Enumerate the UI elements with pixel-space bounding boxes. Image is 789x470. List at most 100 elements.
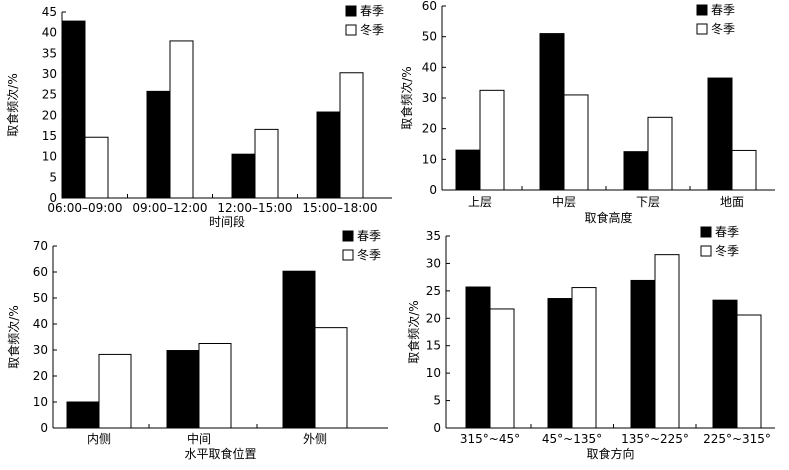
- bar-winter: [489, 308, 515, 429]
- x-axis-label: 水平取食位置: [184, 446, 256, 461]
- y-tick-label: 40: [422, 60, 437, 74]
- bar-winter: [731, 149, 757, 191]
- y-tick-label: 50: [33, 291, 48, 305]
- bar-winter: [654, 254, 680, 429]
- x-axis-label: 取食方向: [586, 446, 634, 461]
- y-tick-label: 30: [422, 91, 437, 105]
- bar-spring: [316, 111, 341, 199]
- y-tick-label: 20: [33, 369, 48, 383]
- x-axis-label: 取食高度: [584, 210, 632, 225]
- y-tick-label: 60: [33, 265, 48, 279]
- bar-winter: [571, 287, 597, 429]
- bar-spring: [66, 401, 100, 429]
- x-axis-label: 时间段: [209, 214, 245, 229]
- x-tick-label: 上层: [468, 195, 492, 209]
- x-tick-label: 45°~135°: [542, 432, 602, 446]
- y-axis-label: 取食频次/%: [5, 73, 20, 136]
- bar-winter: [736, 314, 762, 429]
- bar-winter: [479, 89, 505, 191]
- x-tick-label: 315°~45°: [460, 432, 520, 446]
- bar-winter: [339, 72, 364, 199]
- y-axis-label: 取食频次/%: [406, 300, 421, 363]
- bar-winter: [98, 353, 132, 429]
- y-tick-label: 15: [426, 339, 441, 353]
- y-tick-label: 20: [42, 108, 57, 122]
- x-tick-label: 12:00–15:00: [217, 201, 292, 215]
- legend-swatch-winter: [696, 23, 708, 35]
- y-tick-label: 45: [42, 5, 57, 19]
- legend-label: 冬季: [360, 22, 384, 37]
- y-tick-label: 25: [42, 88, 57, 102]
- y-tick-label: 0: [433, 421, 441, 435]
- bar-spring: [707, 77, 733, 191]
- chart-panel-4: 0 5 10 15 20 25 30 35 315°~45° 45°~135° 135°~225° 2…: [406, 225, 775, 461]
- legend-label: 春季: [360, 4, 384, 18]
- legend-swatch-spring: [345, 5, 357, 17]
- bar-spring: [146, 90, 171, 199]
- legend-label: 春季: [357, 229, 381, 243]
- y-tick-label: 10: [426, 366, 441, 380]
- bar-winter: [563, 94, 589, 191]
- y-axis-label: 取食频次/%: [399, 66, 414, 129]
- x-tick-label: 09:00–12:00: [132, 201, 207, 215]
- bar-winter: [84, 136, 109, 199]
- chart-panel-1: 0 5 10 15 20 25 30 35 40 45 06:00–09:00 09:00–12:00…: [5, 4, 392, 229]
- legend-label: 春季: [715, 225, 739, 239]
- legend-swatch-spring: [700, 226, 712, 238]
- bar-spring: [547, 298, 573, 429]
- legend-label: 冬季: [711, 21, 735, 36]
- y-tick-label: 0: [49, 191, 57, 205]
- bar-winter: [169, 40, 194, 199]
- legend-label: 冬季: [357, 247, 381, 262]
- legend-swatch-spring: [696, 4, 708, 16]
- y-tick-label: 0: [40, 421, 48, 435]
- y-tick-label: 5: [49, 170, 57, 184]
- y-tick-label: 20: [426, 311, 441, 325]
- x-tick-label: 外侧: [303, 432, 327, 446]
- y-tick-label: 25: [426, 284, 441, 298]
- x-tick-label: 内侧: [87, 432, 111, 446]
- bar-spring: [455, 149, 481, 191]
- bar-winter: [254, 128, 279, 199]
- x-tick-label: 中层: [552, 194, 576, 209]
- y-tick-label: 10: [33, 395, 48, 409]
- x-tick-label: 地面: [720, 195, 744, 209]
- y-tick-label: 35: [42, 46, 57, 60]
- y-tick-label: 40: [42, 26, 57, 40]
- legend-swatch-winter: [700, 245, 712, 257]
- y-axis-label: 取食频次/%: [6, 305, 21, 368]
- y-tick-label: 60: [422, 0, 437, 13]
- bar-spring: [166, 350, 200, 429]
- legend-swatch-winter: [342, 249, 354, 261]
- y-tick-label: 50: [422, 30, 437, 44]
- bar-winter: [647, 116, 673, 191]
- y-tick-label: 0: [429, 183, 437, 197]
- y-tick-label: 30: [33, 343, 48, 357]
- x-tick-label: 06:00–09:00: [47, 201, 122, 215]
- y-tick-label: 70: [33, 239, 48, 253]
- legend-swatch-spring: [342, 230, 354, 242]
- x-tick-label: 225°~315°: [703, 432, 771, 446]
- bar-spring: [61, 20, 86, 199]
- bar-spring: [465, 286, 491, 429]
- x-tick-label: 下层: [636, 195, 660, 209]
- bar-spring: [539, 33, 565, 191]
- y-tick-label: 30: [42, 67, 57, 81]
- bar-spring: [712, 299, 738, 429]
- y-tick-label: 15: [42, 129, 57, 143]
- x-tick-label: 15:00–18:00: [302, 201, 377, 215]
- y-tick-label: 40: [33, 317, 48, 331]
- bar-winter: [314, 327, 348, 429]
- bar-winter: [198, 343, 232, 429]
- bar-spring: [231, 153, 256, 199]
- y-tick-label: 10: [422, 152, 437, 166]
- x-tick-label: 135°~225°: [621, 432, 689, 446]
- y-tick-label: 20: [422, 122, 437, 136]
- x-tick-label: 中间: [187, 431, 211, 446]
- y-tick-label: 35: [426, 229, 441, 243]
- bar-spring: [282, 270, 316, 429]
